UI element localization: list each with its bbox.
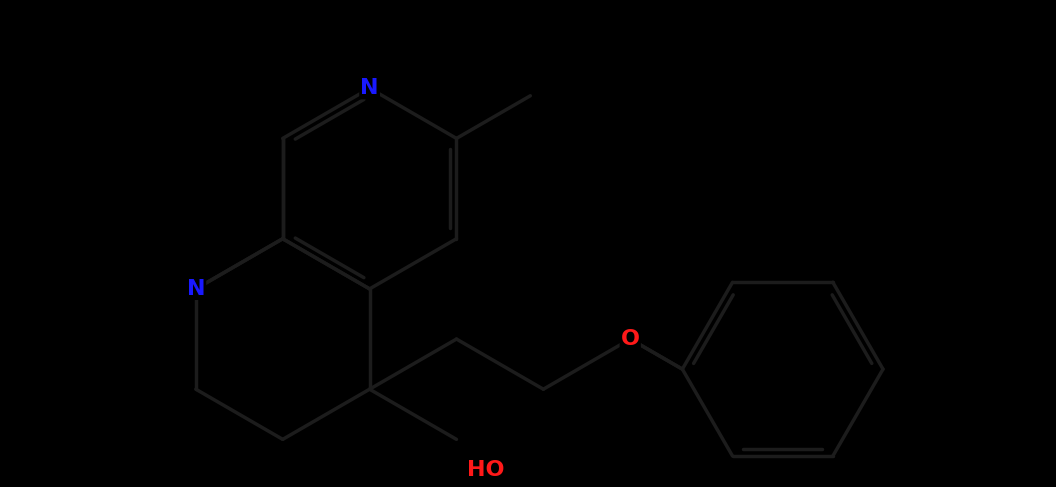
- Text: N: N: [360, 78, 379, 98]
- Text: HO: HO: [467, 461, 505, 481]
- Text: O: O: [621, 329, 640, 349]
- Text: N: N: [187, 279, 205, 299]
